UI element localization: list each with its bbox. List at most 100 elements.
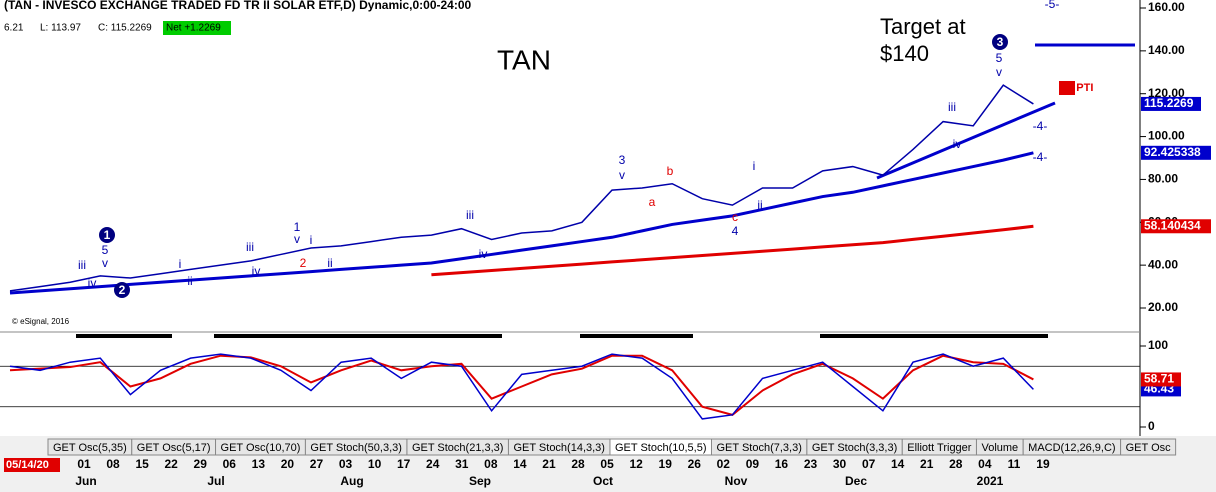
tab-label[interactable]: GET Stoch(14,3,3)	[513, 442, 605, 454]
x-tick-label: 27	[310, 457, 324, 471]
wave-label: ii	[757, 198, 762, 212]
wave-label: iv	[252, 264, 261, 278]
tab[interactable]: Volume	[975, 438, 1024, 456]
tab[interactable]: GET Stoch(50,3,3)	[304, 438, 408, 456]
wave-label: iii	[466, 208, 474, 222]
x-tick-label: 14	[891, 457, 905, 471]
x-tick-label: 21	[920, 457, 934, 471]
value-box	[1141, 372, 1181, 387]
wave-label: v	[619, 168, 625, 182]
wave-label: c	[732, 210, 738, 224]
y-tick-label: 120.00	[1148, 86, 1185, 100]
wave-label: v	[102, 256, 108, 270]
wave-label: iv	[88, 276, 97, 290]
x-tick-label: 19	[1036, 457, 1050, 471]
wave-label: -5-	[1045, 0, 1060, 11]
x-tick-label: 02	[717, 457, 731, 471]
tab-label[interactable]: GET Stoch(21,3,3)	[412, 442, 504, 454]
tab[interactable]: Elliott Trigger	[901, 438, 977, 456]
tab-label[interactable]: GET Stoch(7,3,3)	[716, 442, 801, 454]
stoch-slow-line	[9, 354, 1034, 416]
y-tick-label: 0	[1148, 419, 1155, 433]
x-tick-label: 31	[455, 457, 469, 471]
tab[interactable]: MACD(12,26,9,C)	[1022, 438, 1122, 456]
start-date-box	[4, 458, 60, 472]
wave-label: iii	[78, 258, 86, 272]
x-tick-label: 22	[165, 457, 179, 471]
ma-fast-line	[9, 151, 1034, 295]
tab-label[interactable]: GET Stoch(3,3,3)	[812, 442, 897, 454]
x-tick-label: 28	[571, 457, 585, 471]
y-tick-label: 80.00	[1148, 172, 1178, 186]
x-tick-label: 06	[223, 457, 237, 471]
x-tick-label: 05	[600, 457, 614, 471]
x-tick-label: 30	[833, 457, 847, 471]
x-tick-label: 15	[135, 457, 149, 471]
tab-label[interactable]: MACD(12,26,9,C)	[1028, 442, 1115, 454]
tab-label[interactable]: Elliott Trigger	[907, 442, 972, 454]
wave-label: ii	[327, 256, 332, 270]
wave-label: i	[753, 159, 756, 173]
pti-box	[1059, 81, 1075, 95]
y-tick-label: 100.00	[1148, 129, 1185, 143]
x-tick-label: 20	[281, 457, 295, 471]
month-label: Jun	[75, 474, 96, 488]
trend-line	[876, 101, 1056, 180]
month-label: Nov	[725, 474, 748, 488]
x-tick-label: 29	[194, 457, 208, 471]
x-tick-label: 04	[978, 457, 992, 471]
tab[interactable]: GET Osc(5,17)	[131, 438, 217, 456]
tab[interactable]: GET Osc(5,35)	[47, 438, 133, 456]
wave-label: 3	[997, 35, 1004, 49]
wave-label: iv	[953, 137, 962, 151]
x-tick-label: 13	[252, 457, 266, 471]
wave-label: a	[649, 195, 656, 209]
x-tick-label: 10	[368, 457, 382, 471]
y-tick-label: 20.00	[1148, 300, 1178, 314]
net-value: Net +1.2269	[166, 23, 221, 34]
wave-label: 2	[119, 283, 126, 297]
tab-label[interactable]: GET Osc(10,70)	[221, 442, 301, 454]
tab-label[interactable]: GET Stoch(10,5,5)	[615, 442, 707, 454]
y-tick-label: 140.00	[1148, 43, 1185, 57]
wave-label: -4-	[1033, 150, 1048, 164]
tab-label[interactable]: GET Osc(5,17)	[137, 442, 211, 454]
wave-label: i	[310, 233, 313, 247]
value-box-label: 115.2269	[1144, 96, 1194, 110]
tab[interactable]: GET Stoch(10,5,5)	[609, 438, 712, 456]
chart-title: (TAN - INVESCO EXCHANGE TRADED FD TR II …	[4, 0, 472, 12]
tab-bg	[1120, 438, 1177, 456]
x-tick-label: 24	[426, 457, 440, 471]
tab[interactable]: GET Osc(10,70)	[215, 438, 306, 456]
month-label: Oct	[593, 474, 613, 488]
wave-label: iii	[246, 240, 254, 254]
tab[interactable]: GET Stoch(3,3,3)	[806, 438, 903, 456]
x-tick-label: 16	[775, 457, 789, 471]
tab[interactable]: GET Stoch(14,3,3)	[507, 438, 611, 456]
tab-label[interactable]: GET Osc(5,35)	[53, 442, 127, 454]
x-tick-label: 03	[339, 457, 353, 471]
tab[interactable]: GET Stoch(7,3,3)	[710, 438, 808, 456]
value-box-label: 58.71	[1144, 372, 1174, 386]
value-box	[1141, 96, 1201, 111]
tab-label[interactable]: Volume	[981, 442, 1018, 454]
x-tick-label: 21	[542, 457, 556, 471]
tab-label[interactable]: GET Stoch(50,3,3)	[310, 442, 402, 454]
x-tick-label: 12	[629, 457, 643, 471]
tab[interactable]: GET Osc	[1120, 438, 1177, 456]
wave-label: 4	[732, 224, 739, 238]
tab[interactable]: GET Stoch(21,3,3)	[406, 438, 509, 456]
wave-label: 5	[996, 51, 1003, 65]
wave-label: 2	[300, 256, 307, 270]
wave-label: b	[667, 164, 674, 178]
tab-label[interactable]: GET Osc	[1126, 442, 1172, 454]
target-text: Target at	[880, 14, 966, 39]
value-box-label: 58.140434	[1144, 218, 1201, 232]
wave-label: 1	[104, 228, 111, 242]
ticker-label: TAN	[497, 44, 551, 75]
low-value: L: 113.97	[40, 23, 81, 34]
stoch-fast-line	[9, 353, 1034, 420]
wave-label: v	[294, 232, 300, 246]
